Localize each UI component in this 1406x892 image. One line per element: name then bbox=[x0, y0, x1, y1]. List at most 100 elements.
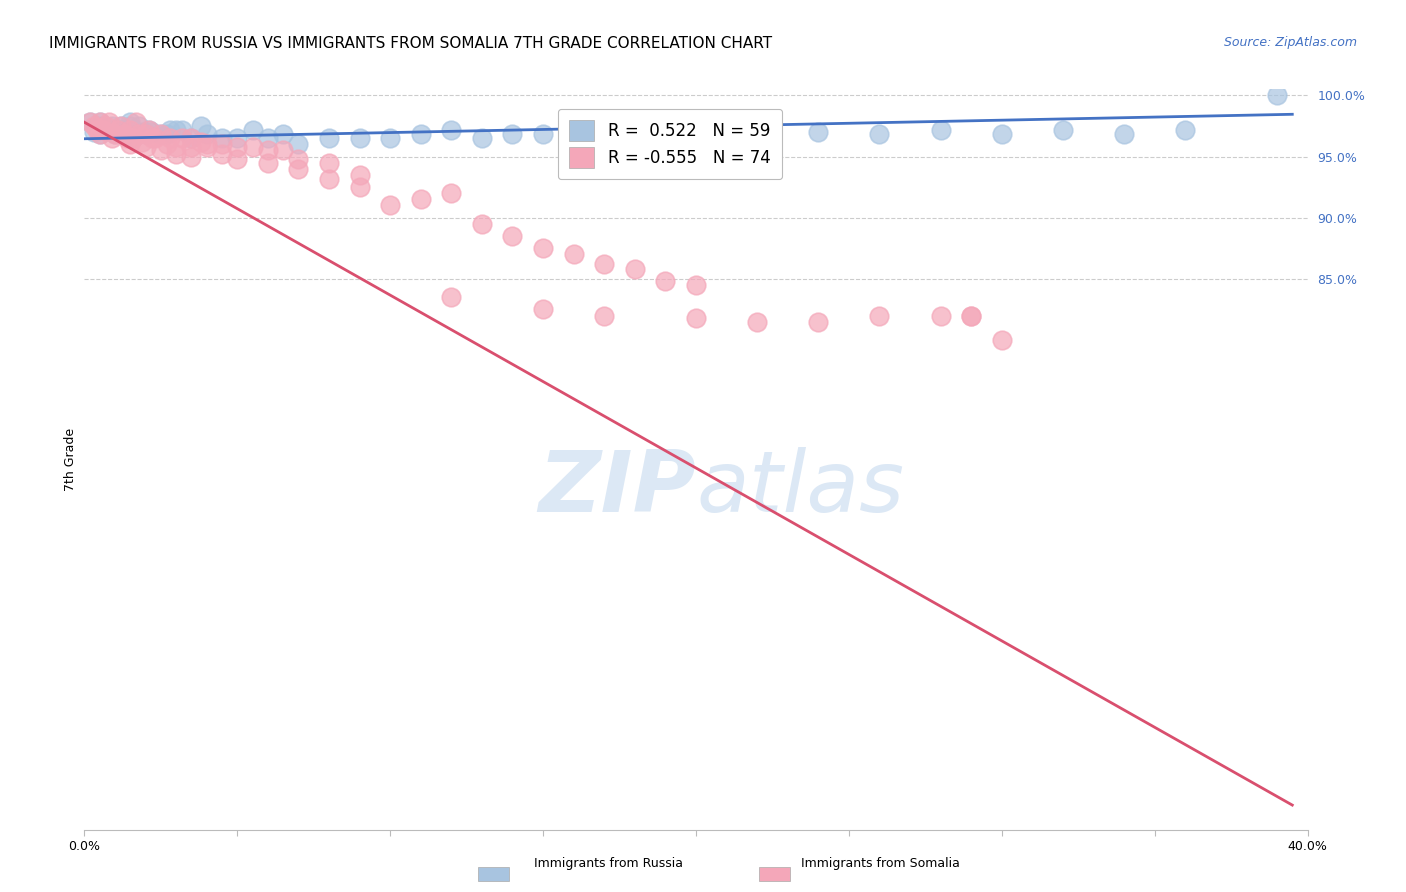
Point bbox=[149, 128, 172, 142]
Point bbox=[991, 128, 1014, 142]
Point bbox=[271, 128, 294, 142]
Point bbox=[349, 180, 371, 194]
Point bbox=[349, 168, 371, 182]
Point bbox=[1265, 88, 1288, 103]
Point bbox=[138, 122, 160, 136]
Point bbox=[165, 122, 187, 136]
Point bbox=[122, 131, 145, 145]
Point bbox=[110, 119, 132, 133]
Point bbox=[97, 122, 120, 136]
Point bbox=[257, 131, 280, 145]
Point bbox=[104, 128, 127, 142]
Point bbox=[807, 125, 830, 139]
Point bbox=[131, 125, 153, 139]
Point bbox=[380, 198, 402, 212]
Point bbox=[531, 128, 554, 142]
Point bbox=[165, 147, 187, 161]
Point bbox=[83, 125, 105, 139]
Point bbox=[991, 333, 1014, 347]
Point bbox=[869, 309, 891, 323]
Point bbox=[107, 122, 129, 136]
Point bbox=[89, 128, 111, 142]
Point bbox=[531, 241, 554, 255]
Point bbox=[159, 131, 181, 145]
Point bbox=[869, 128, 891, 142]
Point bbox=[165, 139, 187, 153]
Point bbox=[180, 139, 202, 153]
Point bbox=[115, 131, 138, 145]
Point bbox=[195, 139, 218, 153]
Point bbox=[141, 131, 163, 145]
Point bbox=[120, 115, 142, 129]
Point bbox=[83, 119, 105, 133]
Point bbox=[440, 290, 463, 304]
Point bbox=[190, 119, 212, 133]
Text: atlas: atlas bbox=[696, 448, 904, 531]
Point bbox=[190, 135, 212, 149]
Point bbox=[86, 119, 108, 133]
Point bbox=[180, 131, 202, 145]
Point bbox=[135, 139, 157, 153]
Point bbox=[115, 128, 138, 142]
Point bbox=[409, 192, 432, 206]
Point bbox=[685, 278, 707, 293]
Point bbox=[128, 128, 150, 142]
Point bbox=[531, 302, 554, 317]
Point bbox=[159, 122, 181, 136]
Point bbox=[180, 131, 202, 145]
Point bbox=[471, 217, 494, 231]
Point bbox=[287, 137, 309, 152]
Legend: R =  0.522   N = 59, R = -0.555   N = 74: R = 0.522 N = 59, R = -0.555 N = 74 bbox=[558, 109, 782, 179]
Point bbox=[1114, 128, 1136, 142]
Point bbox=[120, 137, 142, 152]
Point bbox=[807, 315, 830, 329]
Point bbox=[89, 115, 111, 129]
Point bbox=[624, 262, 647, 277]
Point bbox=[135, 128, 157, 142]
Text: IMMIGRANTS FROM RUSSIA VS IMMIGRANTS FROM SOMALIA 7TH GRADE CORRELATION CHART: IMMIGRANTS FROM RUSSIA VS IMMIGRANTS FRO… bbox=[49, 36, 772, 51]
Point bbox=[86, 122, 108, 136]
Point bbox=[562, 247, 585, 261]
Point bbox=[318, 131, 340, 145]
Point bbox=[141, 125, 163, 139]
Text: Source: ZipAtlas.com: Source: ZipAtlas.com bbox=[1223, 36, 1357, 49]
Point bbox=[91, 119, 114, 133]
Point bbox=[138, 122, 160, 136]
Point bbox=[624, 128, 647, 142]
Point bbox=[143, 131, 166, 145]
Point bbox=[156, 137, 179, 152]
Point bbox=[172, 122, 194, 136]
Point bbox=[562, 122, 585, 136]
Point bbox=[211, 131, 233, 145]
Point bbox=[929, 122, 952, 136]
Point bbox=[122, 131, 145, 145]
Point bbox=[440, 186, 463, 201]
Point bbox=[242, 139, 264, 153]
Point bbox=[1174, 122, 1197, 136]
Point bbox=[149, 144, 172, 158]
Point bbox=[593, 257, 616, 271]
Point bbox=[593, 309, 616, 323]
Point bbox=[101, 131, 124, 145]
Point bbox=[271, 144, 294, 158]
Point bbox=[149, 128, 172, 142]
Point bbox=[747, 128, 769, 142]
Point bbox=[195, 137, 218, 152]
Point bbox=[156, 128, 179, 142]
Point bbox=[112, 125, 135, 139]
Point bbox=[120, 122, 142, 136]
Point bbox=[380, 131, 402, 145]
Point bbox=[440, 122, 463, 136]
Point bbox=[471, 131, 494, 145]
Point bbox=[110, 119, 132, 133]
Point bbox=[960, 309, 983, 323]
Point bbox=[107, 122, 129, 136]
Point bbox=[226, 152, 249, 166]
Text: Immigrants from Russia: Immigrants from Russia bbox=[534, 856, 683, 870]
Point bbox=[654, 131, 676, 145]
Point bbox=[211, 137, 233, 152]
Point bbox=[593, 131, 616, 145]
Point bbox=[502, 128, 524, 142]
Point bbox=[226, 131, 249, 145]
Point bbox=[94, 122, 117, 136]
